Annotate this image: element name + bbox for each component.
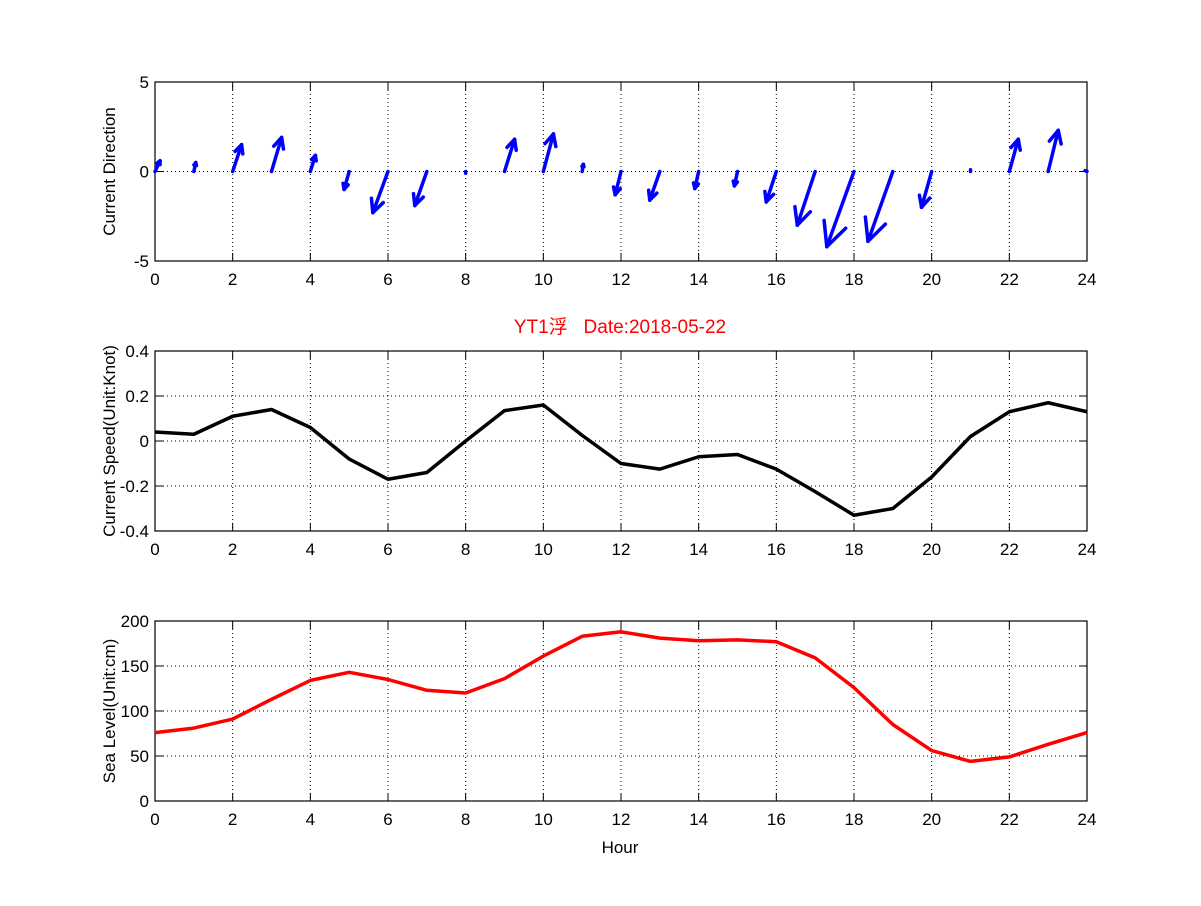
x-tick-label: 6 [383,540,392,559]
x-tick-label: 14 [689,810,708,829]
x-tick-label: 8 [461,270,470,289]
arrow-head [734,182,737,186]
current-arrow [1085,171,1087,172]
x-tick-label: 4 [306,270,315,289]
x-tick-label: 18 [845,540,864,559]
x-tick-label: 12 [612,810,631,829]
x-tick-label: 14 [689,540,708,559]
y-tick-label: 0 [140,432,149,451]
y-tick-label: 5 [140,73,149,92]
x-tick-label: 12 [612,540,631,559]
x-tick-label: 4 [306,540,315,559]
arrow-head [157,161,160,163]
x-tick-label: 12 [612,270,631,289]
x-tick-label: 24 [1078,540,1097,559]
y-tick-label: -0.4 [120,522,149,541]
y-axis-label: Current Speed(Unit:Knot) [100,345,119,537]
x-tick-label: 2 [228,810,237,829]
x-tick-label: 0 [150,540,159,559]
x-tick-label: 16 [767,270,786,289]
x-tick-label: 6 [383,810,392,829]
arrow-shaft [1085,171,1087,172]
x-tick-label: 10 [534,810,553,829]
y-axis-label: Sea Level(Unit:cm) [100,639,119,784]
x-tick-label: 24 [1078,810,1097,829]
arrow-head [795,207,797,226]
x-axis-label: Hour [602,838,639,857]
x-tick-label: 20 [922,540,941,559]
chart-title: YT1浮 Date:2018-05-22 [514,316,726,338]
y-tick-label: 0 [140,792,149,811]
x-tick-label: 8 [461,540,470,559]
x-tick-label: 2 [228,540,237,559]
y-tick-label: 50 [130,747,149,766]
x-tick-label: 16 [767,810,786,829]
x-tick-label: 6 [383,270,392,289]
y-tick-label: 0.2 [125,387,149,406]
y-tick-label: 100 [121,702,149,721]
x-tick-label: 20 [922,270,941,289]
x-tick-label: 14 [689,270,708,289]
x-tick-label: 10 [534,270,553,289]
y-tick-label: -0.2 [120,477,149,496]
x-tick-label: 4 [306,810,315,829]
y-tick-label: 150 [121,657,149,676]
y-axis-label: Current Direction [100,107,119,236]
arrow-head [194,163,196,165]
x-tick-label: 8 [461,810,470,829]
x-tick-label: 18 [845,810,864,829]
x-tick-label: 24 [1078,270,1097,289]
x-tick-label: 20 [922,810,941,829]
x-tick-label: 22 [1000,810,1019,829]
y-tick-label: 0 [140,163,149,182]
x-tick-label: 0 [150,810,159,829]
y-tick-label: 200 [121,612,149,631]
y-tick-label: -5 [134,252,149,271]
x-tick-label: 22 [1000,540,1019,559]
x-tick-label: 0 [150,270,159,289]
x-tick-label: 18 [845,270,864,289]
x-tick-label: 22 [1000,270,1019,289]
x-tick-label: 10 [534,540,553,559]
x-tick-label: 16 [767,540,786,559]
arrow-head [582,164,583,166]
y-tick-label: 0.4 [125,342,149,361]
current-arrow [582,164,584,171]
x-tick-label: 2 [228,270,237,289]
